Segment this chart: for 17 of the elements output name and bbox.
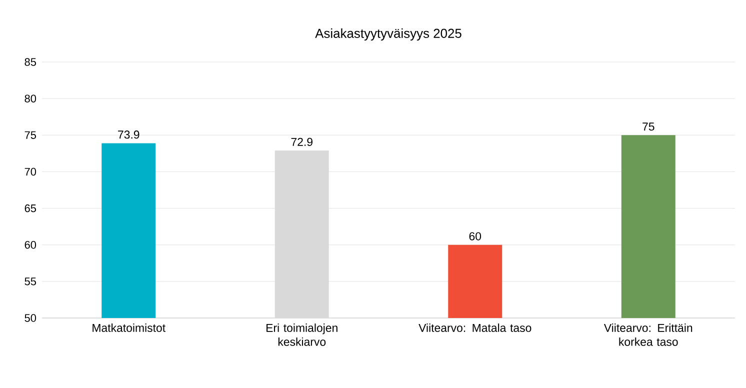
y-tick-label: 80 <box>24 94 36 102</box>
data-label: 75 <box>642 122 654 131</box>
x-tick-label: Viitearvo: Erittäin korkea taso <box>604 324 692 346</box>
data-label: 60 <box>469 232 482 240</box>
chart-title: Asiakastyytyväisyys 2025 <box>315 28 462 40</box>
x-tick-label: Eri toimialojen keskiarvo <box>266 324 338 346</box>
data-label: 72.9 <box>291 138 312 146</box>
x-tick-label: Viitearvo: Matala taso <box>418 324 532 332</box>
y-tick-label: 75 <box>24 131 36 139</box>
data-label: 73.9 <box>118 130 140 139</box>
y-tick-label: 85 <box>24 58 36 66</box>
y-tick-label: 50 <box>24 314 36 322</box>
x-tick-label: Matkatoimistot <box>92 324 166 332</box>
y-tick-label: 65 <box>24 204 36 212</box>
y-tick-label: 55 <box>24 278 36 286</box>
y-tick-label: 60 <box>24 240 36 249</box>
y-tick-label: 70 <box>24 168 36 176</box>
